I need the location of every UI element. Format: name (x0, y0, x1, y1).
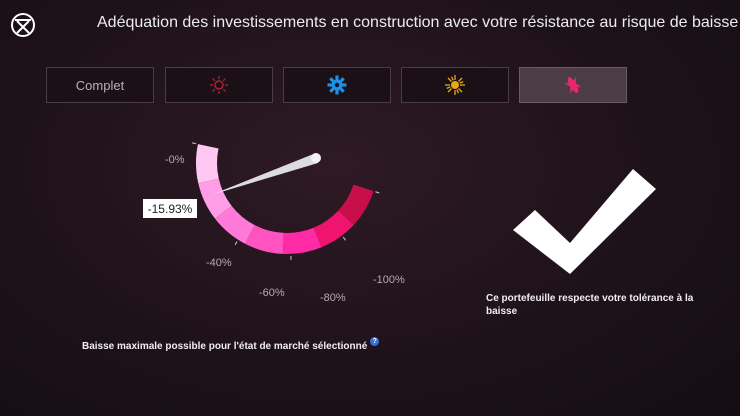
gauge-needle (211, 153, 318, 195)
tab-market-state-3[interactable] (401, 67, 509, 103)
gauge-tick (192, 142, 197, 145)
checkmark-icon (513, 169, 656, 274)
gauge-ticks (192, 142, 380, 260)
result-text: Ce portefeuille respecte votre tolérance… (486, 293, 694, 317)
gauge-segment (196, 144, 219, 184)
gauge-arc (196, 144, 374, 254)
gauge-segment (245, 225, 284, 254)
tick-label-60: -60% (259, 287, 285, 299)
gauge-tick (375, 191, 380, 194)
gauge-tick (342, 236, 347, 241)
tick-label-80: -80% (320, 292, 346, 304)
gauge-segment (198, 178, 232, 219)
footnote: Baisse maximale possible pour l'état de … (82, 337, 380, 352)
gauge-needle-knob (311, 153, 321, 163)
tab-label: Complet (75, 77, 125, 93)
tick-label-0: -0% (165, 154, 185, 166)
leaf-burst-icon (564, 76, 582, 94)
footnote-text: Baisse maximale possible pour l'état de … (82, 341, 368, 352)
tick-label-40: -40% (206, 257, 232, 269)
tab-market-state-4[interactable] (519, 67, 627, 103)
gauge-segment (282, 227, 322, 254)
page-title: Adéquation des investissements en constr… (97, 14, 739, 31)
tick-label-100: -100% (373, 274, 405, 286)
gauge-segment (215, 205, 255, 244)
sun-outline-icon (210, 76, 228, 94)
tab-market-state-2[interactable] (283, 67, 391, 103)
tab-market-state-1[interactable] (165, 67, 273, 103)
gauge-segment (313, 210, 354, 248)
gauge-segment (338, 184, 374, 225)
gauge-tick (234, 241, 238, 246)
sun-burst-icon (445, 75, 465, 95)
tab-complet[interactable]: Complet (46, 67, 154, 103)
gear-sun-icon (327, 75, 347, 95)
drawdown-value-label: -15.93% (143, 199, 197, 218)
close-button[interactable] (10, 12, 36, 38)
help-icon[interactable]: ? (370, 337, 380, 346)
close-circle-icon (11, 13, 35, 37)
